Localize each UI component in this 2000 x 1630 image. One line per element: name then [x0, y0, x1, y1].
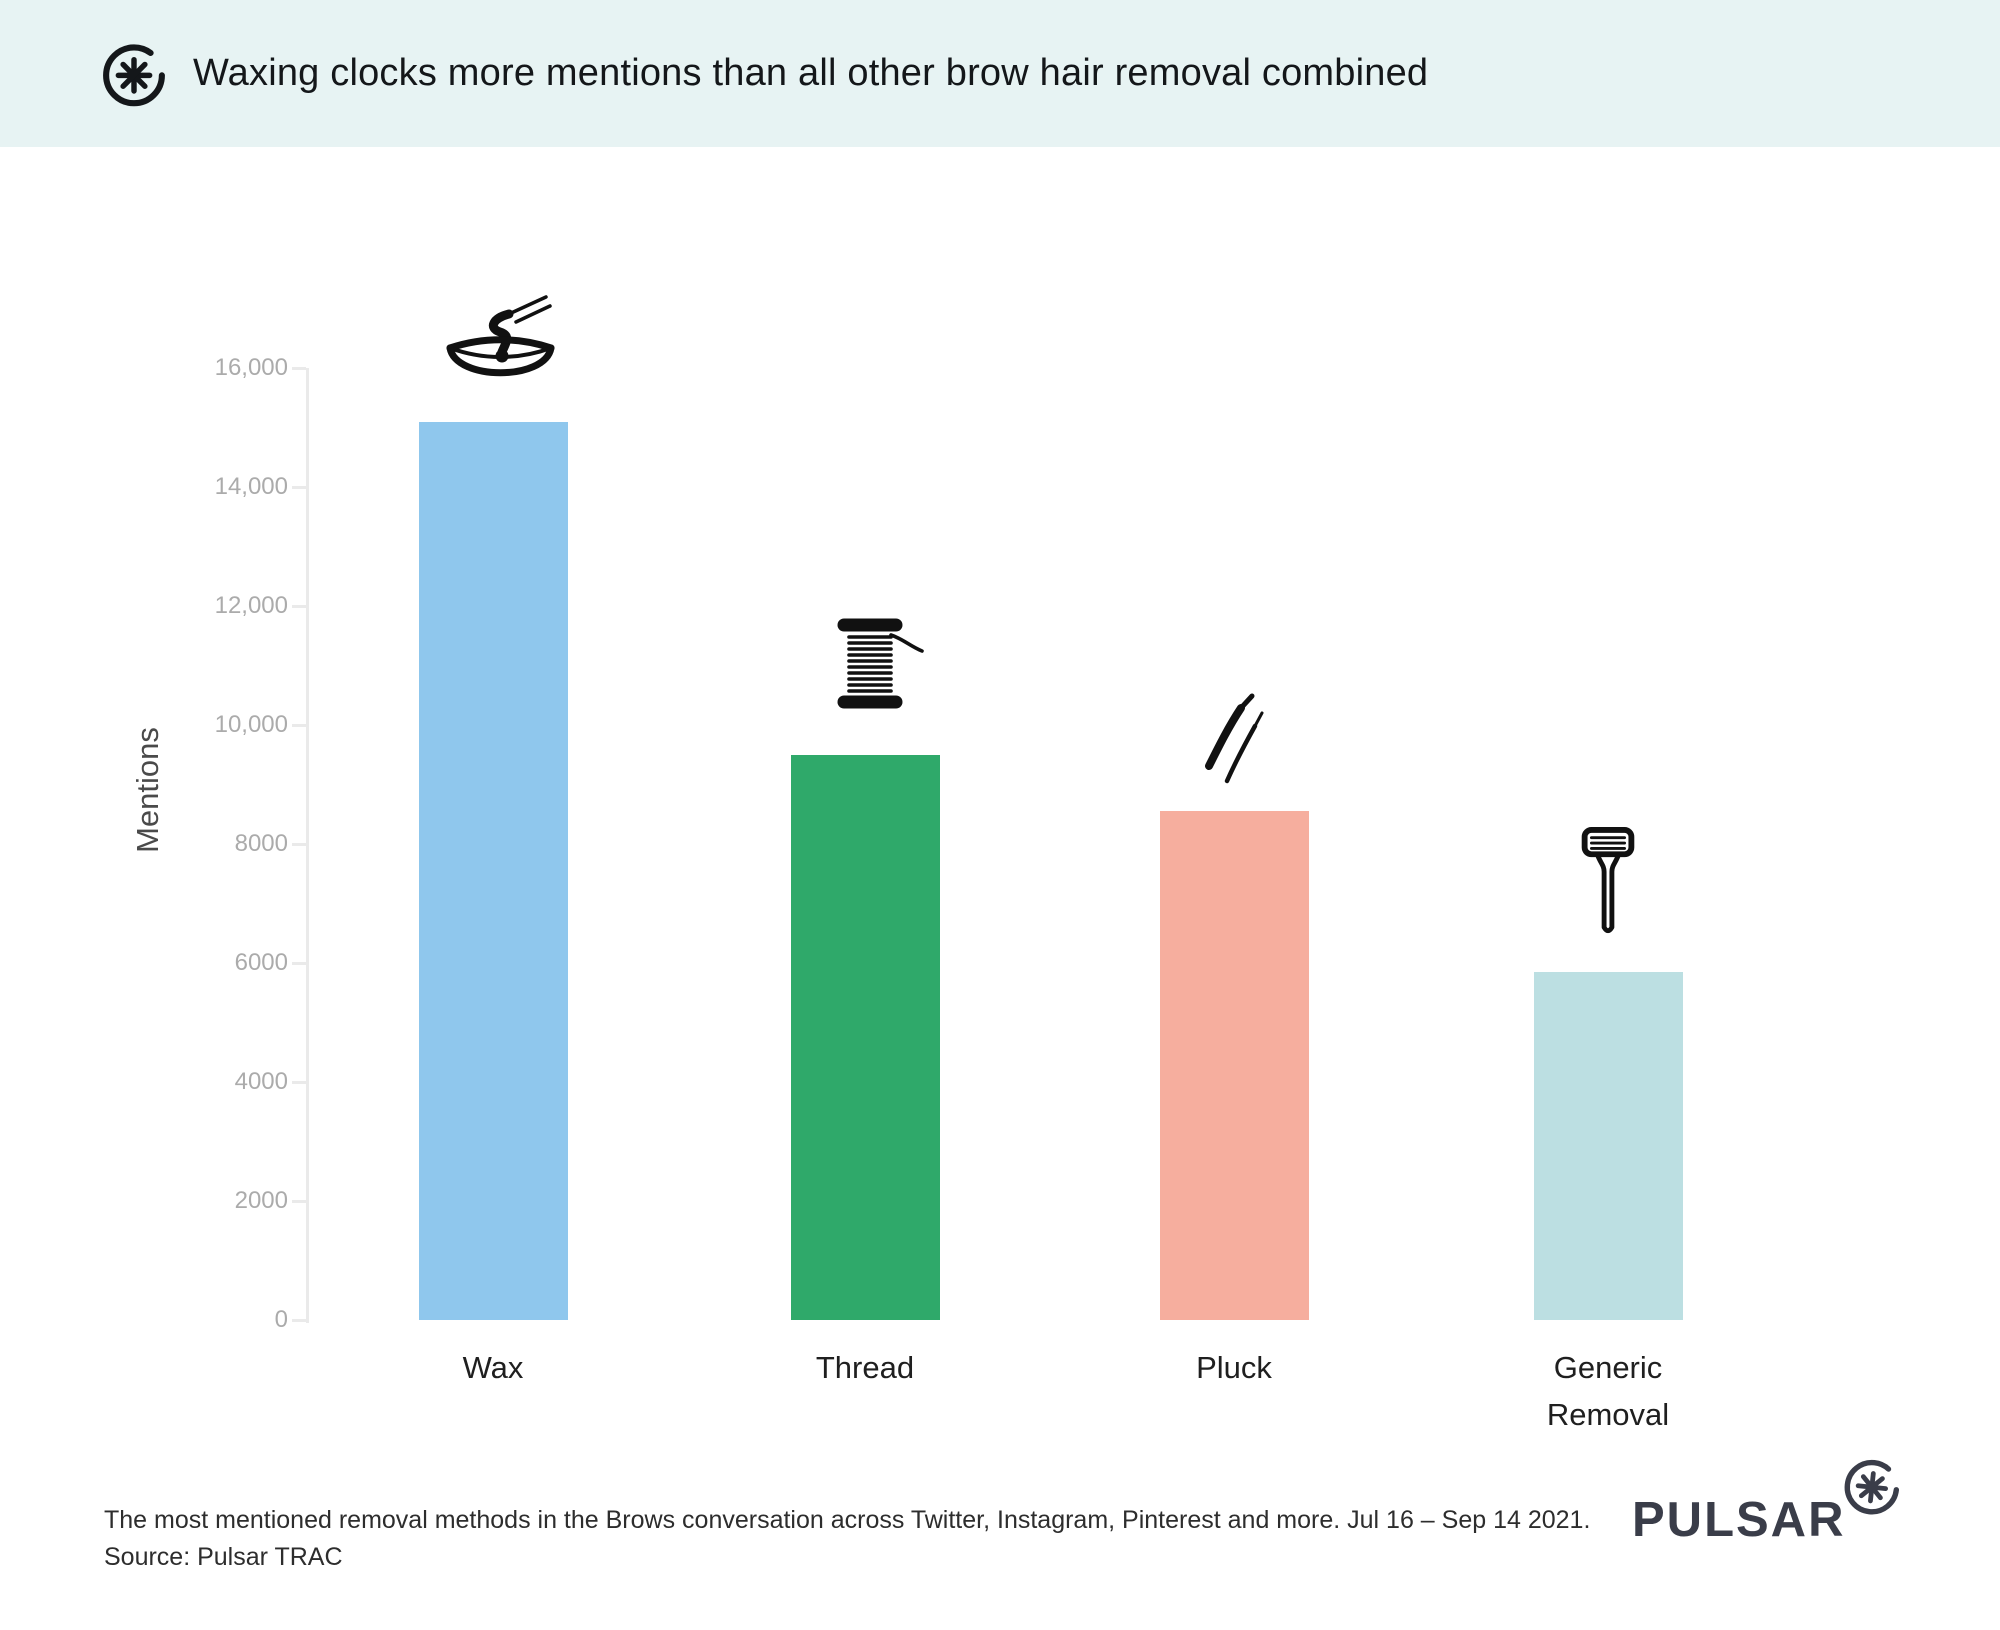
- y-tick-mark: [292, 1319, 306, 1322]
- y-tick-label: 2000: [234, 1187, 288, 1214]
- bar-thread: [790, 754, 940, 1320]
- category-label-pluck: Pluck: [1196, 1350, 1272, 1385]
- y-tick-mark: [292, 1200, 306, 1203]
- wax-bowl-icon: [446, 295, 555, 377]
- footer-caption: The most mentioned removal methods in th…: [104, 1502, 1590, 1576]
- y-tick-mark: [292, 724, 306, 727]
- y-tick-mark: [292, 367, 306, 370]
- bar-wax: [418, 421, 568, 1320]
- y-tick-label: 6000: [234, 949, 288, 976]
- y-tick-label: 8000: [234, 830, 288, 857]
- y-axis-line: [306, 368, 309, 1323]
- bar-generic-removal: [1533, 971, 1683, 1320]
- y-tick-label: 12,000: [214, 592, 288, 619]
- category-label-thread: Thread: [815, 1350, 915, 1385]
- y-tick-label: 14,000: [214, 473, 288, 500]
- y-tick-mark: [292, 605, 306, 608]
- footer-caption-line1: The most mentioned removal methods in th…: [104, 1506, 1591, 1534]
- y-tick-mark: [292, 486, 306, 489]
- y-tick-mark: [292, 843, 306, 846]
- pulsar-asterisk-icon: [1844, 1459, 1900, 1515]
- category-label-generic-removal: Generic Removal: [1546, 1350, 1670, 1432]
- bar-pluck: [1159, 811, 1309, 1320]
- footer-caption-line2: Source: Pulsar TRAC: [104, 1543, 343, 1571]
- page-title: Waxing clocks more mentions than all oth…: [193, 52, 1429, 94]
- y-tick-label: 4000: [234, 1068, 288, 1095]
- pulsar-asterisk-icon: [103, 43, 165, 106]
- y-tick-mark: [292, 1081, 306, 1084]
- y-tick-label: 10,000: [214, 711, 288, 738]
- y-tick-label: 0: [274, 1306, 288, 1333]
- brand-wordmark: PULSAR: [1632, 1493, 1846, 1547]
- tweezers-icon: [1205, 693, 1264, 784]
- y-tick-label: 16,000: [214, 354, 288, 381]
- category-label-wax: Wax: [462, 1350, 524, 1385]
- thread-spool-icon: [837, 618, 924, 709]
- y-tick-mark: [292, 962, 306, 965]
- razor-icon: [1581, 826, 1635, 934]
- header-band: Waxing clocks more mentions than all oth…: [0, 0, 2000, 147]
